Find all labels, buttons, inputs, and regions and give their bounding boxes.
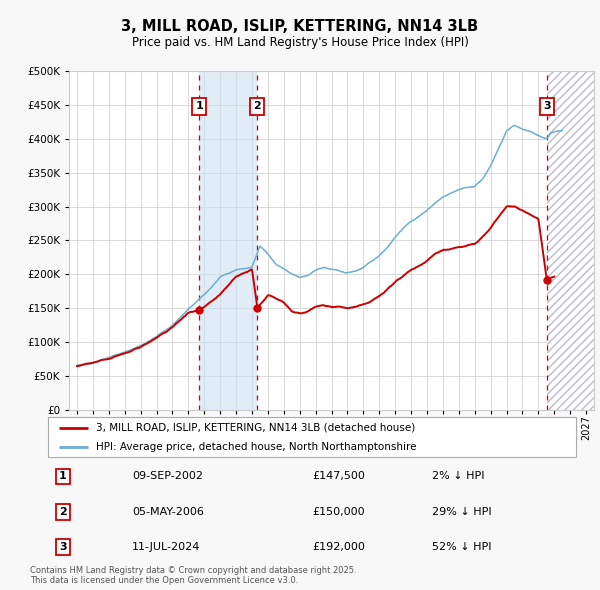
Text: Price paid vs. HM Land Registry's House Price Index (HPI): Price paid vs. HM Land Registry's House … (131, 36, 469, 49)
Bar (199, 71, 257, 410)
Text: 3: 3 (59, 542, 67, 552)
Text: Contains HM Land Registry data © Crown copyright and database right 2025.
This d: Contains HM Land Registry data © Crown c… (30, 566, 356, 585)
Text: 3: 3 (543, 101, 551, 112)
Bar (547, 71, 594, 410)
Text: £147,500: £147,500 (312, 471, 365, 481)
Text: 1: 1 (59, 471, 67, 481)
Text: 11-JUL-2024: 11-JUL-2024 (132, 542, 200, 552)
Text: 52% ↓ HPI: 52% ↓ HPI (432, 542, 491, 552)
Text: HPI: Average price, detached house, North Northamptonshire: HPI: Average price, detached house, Nort… (95, 442, 416, 452)
Text: 09-SEP-2002: 09-SEP-2002 (132, 471, 203, 481)
FancyBboxPatch shape (48, 417, 576, 457)
Text: 1: 1 (196, 101, 203, 112)
Text: £192,000: £192,000 (312, 542, 365, 552)
Text: 3, MILL ROAD, ISLIP, KETTERING, NN14 3LB (detached house): 3, MILL ROAD, ISLIP, KETTERING, NN14 3LB… (95, 423, 415, 433)
Text: 05-MAY-2006: 05-MAY-2006 (132, 507, 204, 517)
Text: 2% ↓ HPI: 2% ↓ HPI (432, 471, 485, 481)
Text: 2: 2 (59, 507, 67, 517)
Text: 3, MILL ROAD, ISLIP, KETTERING, NN14 3LB: 3, MILL ROAD, ISLIP, KETTERING, NN14 3LB (121, 19, 479, 34)
Text: £150,000: £150,000 (312, 507, 365, 517)
Text: 2: 2 (253, 101, 261, 112)
Text: 29% ↓ HPI: 29% ↓ HPI (432, 507, 491, 517)
Bar (547, 71, 594, 410)
